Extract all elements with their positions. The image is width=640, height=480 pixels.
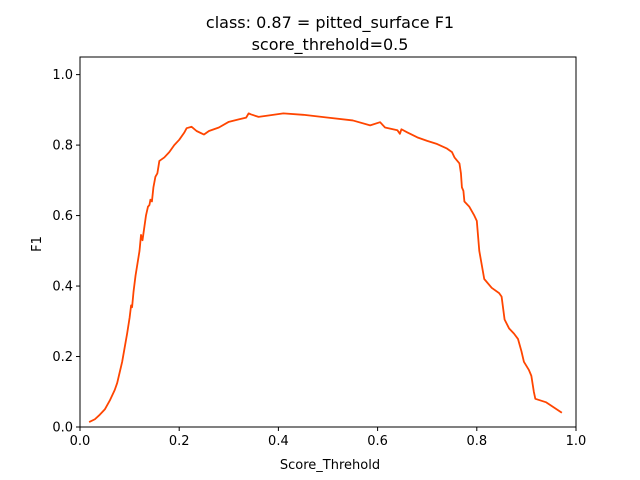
y-tick-label: 0.4 bbox=[52, 280, 73, 295]
x-axis-label: Score_Threhold bbox=[280, 458, 380, 473]
axes-frame bbox=[79, 56, 577, 428]
chart-title-line2: score_threhold=0.5 bbox=[252, 35, 409, 55]
y-tick-label: 1.0 bbox=[52, 68, 73, 83]
chart-title-line1: class: 0.87 = pitted_surface F1 bbox=[206, 13, 454, 33]
x-tick-label: 0.2 bbox=[169, 434, 190, 449]
series-line-0 bbox=[88, 112, 563, 423]
x-tick-label: 0.0 bbox=[70, 434, 91, 449]
plot-area: 0.0 0.2 0.4 0.6 0.8 1.0 0.0 0.2 0.4 0.6 0.8 1.0 bbox=[52, 56, 587, 449]
x-tick-label: 0.8 bbox=[466, 434, 487, 449]
x-tick-label: 0.6 bbox=[367, 434, 388, 449]
y-tick-label: 0.2 bbox=[52, 350, 73, 365]
x-tick-label: 0.4 bbox=[268, 434, 289, 449]
y-tick-label: 0.8 bbox=[52, 139, 73, 154]
y-axis-label: F1 bbox=[30, 236, 45, 252]
x-tick-label: 1.0 bbox=[566, 434, 587, 449]
y-tick-label: 0.0 bbox=[52, 421, 73, 436]
y-tick-label: 0.6 bbox=[52, 209, 73, 224]
